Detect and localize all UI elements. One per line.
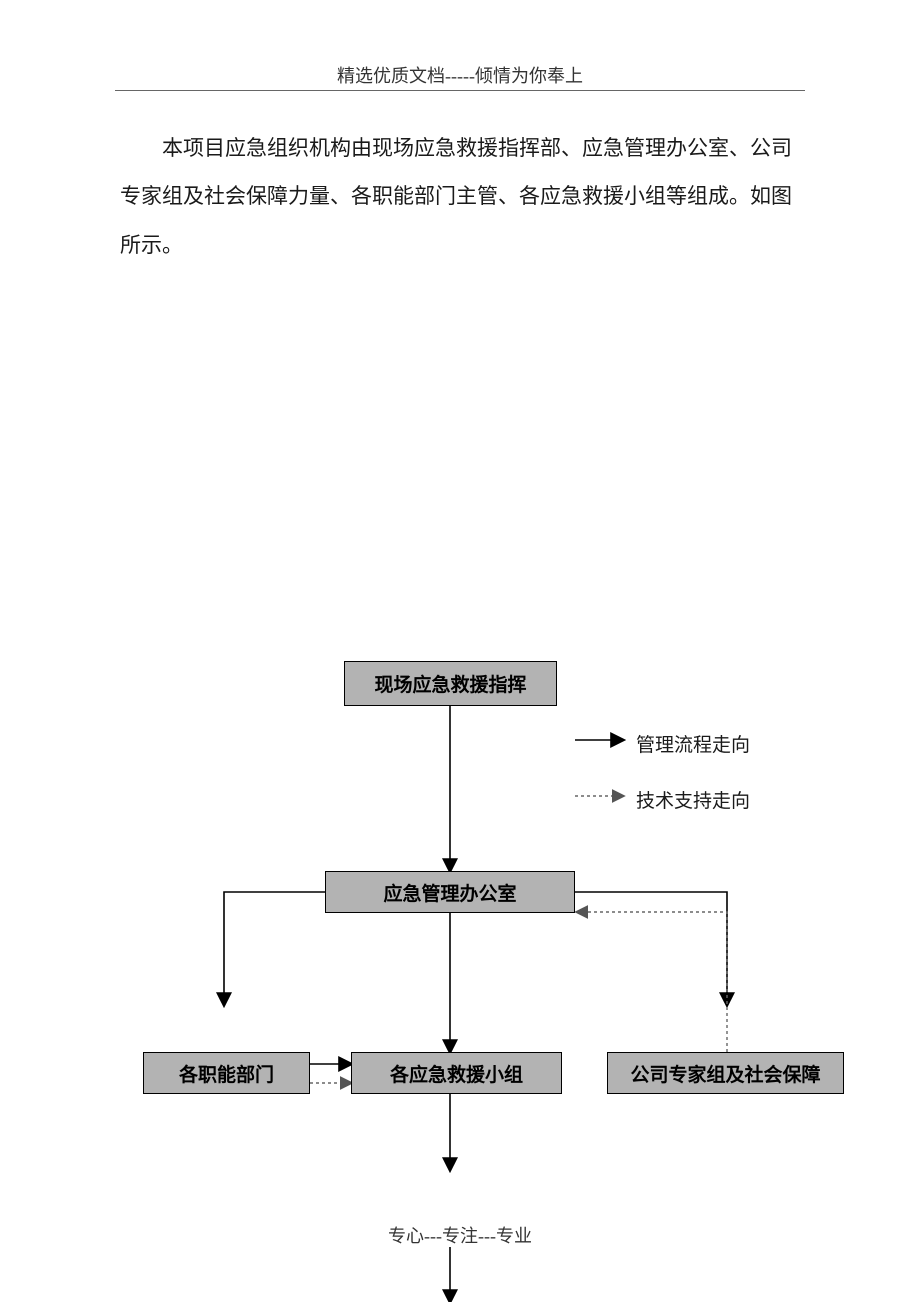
node-top: 现场应急救援指挥: [344, 661, 557, 706]
node-mid: 应急管理办公室: [325, 871, 575, 913]
org-flowchart: 现场应急救援指挥 应急管理办公室 各职能部门 各应急救援小组 公司专家组及社会保…: [0, 0, 920, 1302]
connectors-svg: [0, 0, 920, 1302]
legend-dashed-label: 技术支持走向: [636, 786, 750, 813]
legend-solid-label: 管理流程走向: [636, 730, 750, 757]
node-right: 公司专家组及社会保障: [607, 1052, 844, 1094]
page-footer: 专心---专注---专业: [0, 1222, 920, 1248]
node-left: 各职能部门: [143, 1052, 310, 1094]
node-center: 各应急救援小组: [351, 1052, 562, 1094]
